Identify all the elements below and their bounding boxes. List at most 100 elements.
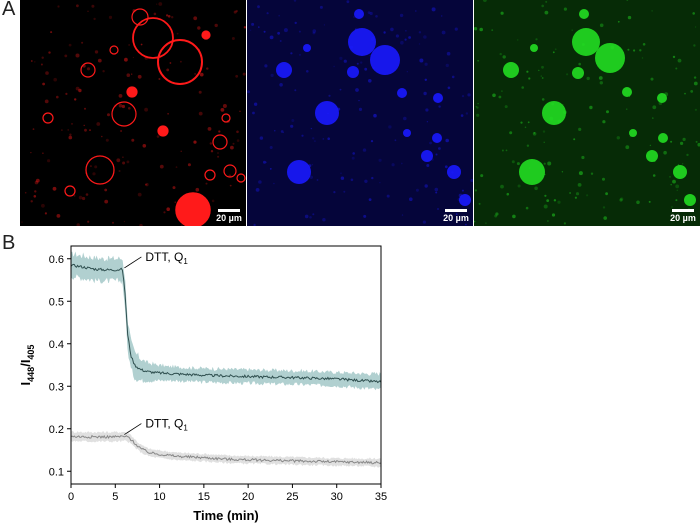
droplet (85, 155, 115, 185)
speckle (395, 34, 399, 38)
speckle (651, 10, 653, 12)
scale-bar-blue: 20 µm (443, 209, 469, 223)
speckle (543, 162, 546, 165)
speckle (279, 40, 282, 42)
speckle (483, 0, 487, 2)
speckle (418, 31, 422, 34)
speckle (243, 26, 246, 29)
speckle (388, 125, 392, 129)
speckle (526, 70, 529, 73)
speckle (369, 54, 371, 57)
speckle (283, 28, 288, 33)
speckle (252, 111, 255, 115)
speckle (139, 223, 143, 226)
speckle (686, 153, 689, 157)
speckle (603, 216, 607, 220)
speckle (627, 15, 632, 20)
speckle (142, 144, 147, 148)
speckle (578, 62, 581, 66)
speckle (501, 149, 504, 152)
green-channel-image (474, 0, 700, 225)
speckle (93, 17, 96, 21)
droplet (397, 88, 407, 98)
speckle (30, 200, 33, 203)
speckle (532, 132, 537, 136)
droplet (530, 44, 538, 52)
speckle (684, 92, 686, 95)
speckle (680, 141, 684, 145)
speckle (474, 27, 478, 31)
speckle (343, 190, 346, 193)
speckle (126, 73, 131, 77)
speckle (682, 163, 684, 165)
x-tick-label: 25 (286, 491, 298, 503)
speckle (75, 86, 80, 91)
speckle (86, 67, 91, 71)
speckle (290, 124, 294, 128)
speckle (351, 156, 355, 160)
speckle (399, 13, 404, 18)
speckle (310, 127, 313, 130)
speckle (505, 149, 508, 152)
speckle (259, 136, 264, 140)
speckle (677, 58, 682, 63)
speckle (239, 110, 241, 113)
speckle (642, 43, 646, 46)
speckle (692, 12, 695, 15)
speckle (358, 107, 363, 111)
speckle (605, 192, 608, 196)
speckle (441, 15, 443, 17)
speckle (101, 135, 103, 138)
speckle (206, 67, 209, 70)
speckle (71, 123, 73, 125)
speckle (386, 194, 390, 198)
x-axis-label: Time (min) (193, 508, 259, 523)
speckle (199, 72, 204, 77)
speckle (569, 192, 571, 194)
series-1-line (70, 434, 382, 465)
speckle (390, 27, 394, 32)
speckle (89, 165, 92, 168)
speckle (84, 128, 87, 132)
speckle (378, 158, 382, 162)
speckle (218, 130, 221, 133)
speckle (672, 179, 676, 184)
speckle (500, 184, 504, 189)
speckle (253, 223, 256, 226)
speckle (663, 150, 667, 155)
speckle (409, 197, 413, 201)
speckle (375, 14, 378, 18)
speckle (197, 26, 201, 30)
speckle (104, 199, 109, 204)
speckle (328, 94, 331, 97)
speckle (251, 22, 255, 26)
speckle (552, 51, 555, 54)
speckle (102, 70, 105, 73)
speckle (167, 14, 171, 18)
speckle (75, 53, 80, 58)
speckle (547, 161, 552, 166)
speckle (352, 15, 356, 19)
speckle (474, 189, 477, 192)
speckle (633, 49, 636, 52)
speckle (465, 223, 467, 226)
droplet (42, 112, 54, 124)
speckle (235, 9, 238, 13)
speckle (131, 138, 135, 142)
speckle (363, 214, 367, 218)
speckle (270, 73, 274, 77)
speckle (140, 43, 143, 46)
speckle (105, 138, 109, 142)
speckle (253, 102, 258, 106)
speckle (516, 39, 519, 41)
scale-bar-green: 20 µm (670, 209, 696, 223)
speckle (84, 107, 86, 110)
scale-bar-label: 20 µm (216, 213, 242, 223)
speckle (209, 142, 212, 145)
speckle (76, 4, 79, 8)
speckle (30, 152, 32, 154)
speckle (557, 200, 561, 204)
scale-bar-label: 20 µm (670, 213, 696, 223)
speckle (546, 199, 550, 203)
speckle (379, 182, 381, 184)
